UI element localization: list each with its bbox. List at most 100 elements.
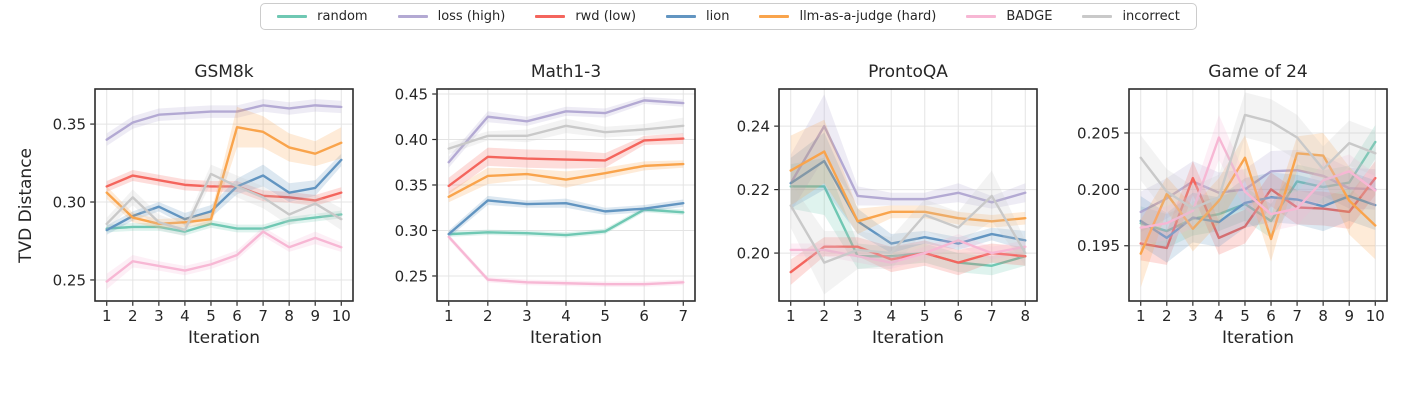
legend-label: BADGE bbox=[1006, 9, 1053, 24]
math1-3-plot-canvas: 1 2 3 4 5 6 7 0.25 0.30 0.35 0.40 0.45 bbox=[395, 85, 696, 325]
series-rwd-low bbox=[447, 133, 685, 195]
x-tick-label: 9 bbox=[310, 307, 320, 325]
x-tick-label: 8 bbox=[1318, 307, 1328, 325]
series-rwd-low bbox=[105, 170, 343, 206]
series-incorrect bbox=[105, 164, 343, 237]
confidence-band-rwd-low bbox=[448, 133, 684, 195]
confidence-band-incorrect bbox=[1140, 92, 1376, 232]
confidence-band-incorrect bbox=[448, 117, 684, 155]
series-loss-high bbox=[447, 96, 685, 168]
x-tick-label: 3 bbox=[154, 307, 164, 325]
confidence-band-rwd-low bbox=[790, 237, 1026, 285]
y-tick-label: 0.30 bbox=[395, 222, 428, 240]
x-tick-label: 1 bbox=[786, 307, 796, 325]
axes-spines bbox=[94, 88, 354, 302]
line-loss-high bbox=[1139, 168, 1377, 214]
confidence-band-loss-high bbox=[790, 94, 1026, 212]
legend-swatch-loss-high bbox=[397, 15, 428, 18]
y-tick-label: 0.35 bbox=[395, 176, 428, 194]
x-tick-label: 4 bbox=[561, 307, 571, 325]
y-tick-label: 0.35 bbox=[53, 115, 86, 133]
x-axis-label-math1-3: Iteration bbox=[529, 328, 603, 348]
x-tick-label: 6 bbox=[639, 307, 649, 325]
subplot-game-of-24: Game of 24 1 2 3 4 5 6 7 8 9 10 0.195 0.200 0.205 It… bbox=[1065, 61, 1399, 348]
series-lion bbox=[447, 195, 685, 238]
x-tick-label: 4 bbox=[180, 307, 190, 325]
x-axis-label-prontoqa: Iteration bbox=[871, 328, 945, 348]
x-tick-label: 4 bbox=[886, 307, 896, 325]
legend-item-badge: BADGE bbox=[966, 9, 1052, 24]
line-rwd-low bbox=[789, 245, 1027, 274]
line-lion bbox=[789, 159, 1027, 245]
line-llm-judge bbox=[789, 150, 1027, 223]
x-tick-label: 3 bbox=[853, 307, 863, 325]
tick-labels: 1 2 3 4 5 6 7 8 0.20 0.22 0.24 bbox=[737, 118, 1030, 325]
x-tick-label: 10 bbox=[1366, 307, 1385, 325]
grid bbox=[437, 89, 695, 301]
x-tick-label: 2 bbox=[819, 307, 829, 325]
y-tick-label: 0.30 bbox=[53, 193, 86, 211]
legend-item-rwd-low: rwd (low) bbox=[535, 9, 636, 24]
y-tick-label: 0.25 bbox=[395, 267, 428, 285]
axes-spines bbox=[436, 88, 696, 302]
line-random bbox=[1139, 140, 1377, 233]
x-tick-label: 7 bbox=[987, 307, 997, 325]
line-rwd-low bbox=[105, 174, 343, 202]
x-tick-label: 5 bbox=[1240, 307, 1250, 325]
x-tick-label: 9 bbox=[1344, 307, 1354, 325]
subplot-title-math1-3: Math1-3 bbox=[530, 62, 602, 82]
series-incorrect bbox=[789, 170, 1027, 295]
subplot-gsm8k: GSM8k 1 2 3 4 5 6 7 8 9 10 0.25 0.30 0.35 Iteration bbox=[39, 61, 365, 348]
series-incorrect bbox=[1139, 92, 1377, 232]
tick-marks bbox=[774, 125, 1026, 306]
series-lion bbox=[789, 132, 1027, 254]
line-rwd-low bbox=[447, 137, 685, 188]
line-loss-high bbox=[105, 104, 343, 141]
confidence-band-rwd-low bbox=[1140, 161, 1376, 265]
line-incorrect bbox=[1139, 113, 1377, 210]
confidence-band-badge bbox=[448, 234, 684, 287]
series-rwd-low bbox=[789, 237, 1027, 285]
tick-marks bbox=[90, 123, 342, 306]
tick-marks bbox=[1124, 132, 1376, 306]
series-loss-high bbox=[105, 99, 343, 146]
series-badge bbox=[789, 234, 1027, 269]
y-tick-label: 0.25 bbox=[53, 271, 86, 289]
legend-label: random bbox=[317, 9, 368, 24]
confidence-band-loss-high bbox=[1140, 149, 1376, 233]
line-badge bbox=[1139, 136, 1377, 229]
legend-item-lion: lion bbox=[666, 9, 729, 24]
y-axis-label: TVD Distance bbox=[16, 147, 36, 263]
subplot-math1-3: Math1-3 1 2 3 4 5 6 7 0.25 0.30 0.35 0.40 0.45 Iter… bbox=[381, 61, 707, 348]
legend: random loss (high) rwd (low) lion llm-as-a-j… bbox=[260, 3, 1197, 30]
legend-label: rwd (low) bbox=[575, 9, 637, 24]
series-badge bbox=[447, 234, 685, 287]
line-badge bbox=[447, 235, 685, 286]
series-llm-judge bbox=[789, 119, 1027, 235]
y-tick-label: 0.205 bbox=[1077, 124, 1120, 142]
series-llm-judge bbox=[1139, 132, 1377, 288]
series-incorrect bbox=[447, 117, 685, 155]
gsm8k-plot-canvas: 1 2 3 4 5 6 7 8 9 10 0.25 0.30 0.35 bbox=[53, 88, 354, 325]
game-of-24-plot-canvas: 1 2 3 4 5 6 7 8 9 10 0.195 0.200 0.205 bbox=[1077, 88, 1388, 325]
series-llm-judge bbox=[105, 106, 343, 229]
legend-item-incorrect: incorrect bbox=[1082, 9, 1180, 24]
line-random bbox=[105, 213, 343, 233]
confidence-band-lion bbox=[790, 132, 1026, 254]
x-tick-label: 8 bbox=[284, 307, 294, 325]
y-tick-label: 0.40 bbox=[395, 131, 428, 149]
line-incorrect bbox=[789, 194, 1027, 264]
line-random bbox=[789, 185, 1027, 267]
x-tick-label: 7 bbox=[258, 307, 268, 325]
legend-swatch-rwd-low bbox=[535, 15, 566, 18]
x-axis-label-gsm8k: Iteration bbox=[187, 328, 261, 348]
line-llm-judge bbox=[447, 162, 685, 199]
legend-swatch-llm-judge bbox=[759, 15, 790, 18]
subplot-prontoqa: ProntoQA 1 2 3 4 5 6 7 8 0.20 0.22 0.24 Iteration bbox=[723, 61, 1049, 348]
x-tick-label: 7 bbox=[1292, 307, 1302, 325]
x-tick-label: 1 bbox=[102, 307, 112, 325]
confidence-band-llm-judge bbox=[1140, 132, 1376, 288]
confidence-band-loss-high bbox=[448, 96, 684, 168]
x-tick-label: 10 bbox=[332, 307, 351, 325]
series-layer bbox=[105, 99, 343, 290]
